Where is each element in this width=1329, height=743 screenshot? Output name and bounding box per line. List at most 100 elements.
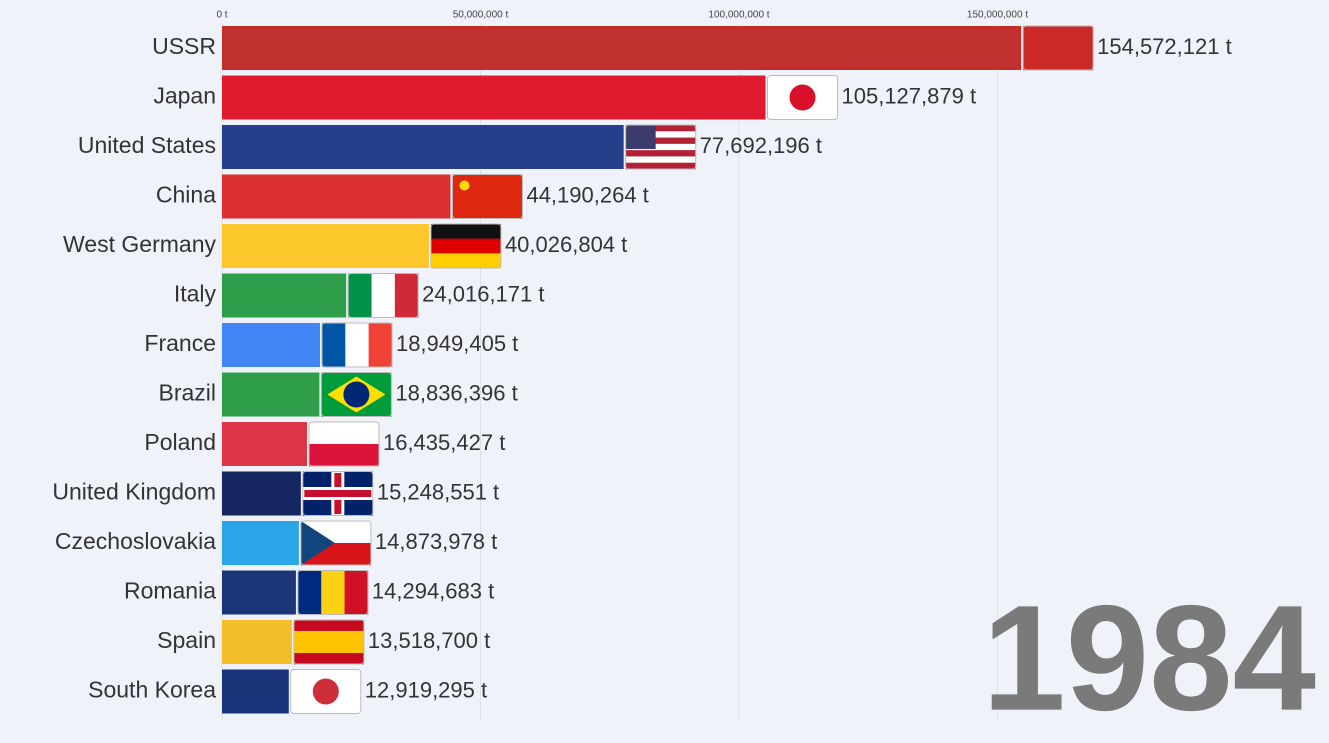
value-label: 77,692,196 t bbox=[700, 133, 822, 158]
value-label: 44,190,264 t bbox=[526, 182, 648, 207]
year-annotation: 1984 bbox=[982, 574, 1316, 742]
bar bbox=[222, 125, 624, 169]
bar bbox=[222, 174, 451, 219]
flag-frame bbox=[321, 322, 393, 368]
flag-stripe bbox=[348, 273, 372, 318]
bar bbox=[222, 26, 1022, 70]
flag-stripe bbox=[321, 323, 346, 367]
category-label: China bbox=[156, 182, 216, 208]
flag-stripe bbox=[625, 143, 696, 151]
flag bbox=[297, 570, 369, 615]
flag-stripe bbox=[345, 323, 369, 367]
flag-stripe bbox=[293, 653, 364, 665]
flag-frame bbox=[293, 619, 365, 665]
flag-star bbox=[459, 180, 470, 191]
flag-frame bbox=[297, 570, 369, 615]
category-label: France bbox=[144, 330, 216, 356]
flag-frame bbox=[300, 520, 372, 566]
bar bbox=[222, 273, 347, 318]
flag-disc bbox=[789, 84, 816, 111]
bar bbox=[222, 570, 296, 615]
bar bbox=[222, 224, 429, 268]
value-label: 40,026,804 t bbox=[505, 232, 627, 257]
flag bbox=[301, 470, 375, 517]
flag-frame bbox=[290, 669, 362, 714]
value-label: 18,949,405 t bbox=[396, 331, 518, 356]
bar bbox=[222, 323, 320, 367]
flag-stripe bbox=[371, 273, 396, 318]
flag bbox=[290, 669, 362, 714]
category-label: South Korea bbox=[88, 677, 216, 703]
flag bbox=[625, 124, 697, 170]
flag-frame bbox=[451, 174, 523, 219]
flag-stripe bbox=[625, 162, 696, 170]
bar bbox=[222, 75, 766, 120]
value-label: 105,127,879 t bbox=[842, 83, 977, 108]
bar bbox=[222, 620, 292, 664]
flag bbox=[347, 273, 419, 318]
value-label: 12,919,295 t bbox=[365, 677, 487, 702]
value-label: 14,873,978 t bbox=[375, 529, 497, 554]
value-label: 154,572,121 t bbox=[1097, 34, 1232, 59]
bar bbox=[222, 471, 301, 516]
flag-stripe bbox=[308, 444, 379, 467]
flag-stripe bbox=[344, 570, 369, 615]
flag-canton bbox=[625, 125, 656, 149]
category-label: United Kingdom bbox=[52, 479, 216, 505]
flag-triangle bbox=[300, 521, 335, 565]
category-label: West Germany bbox=[63, 231, 216, 257]
flag-frame bbox=[347, 273, 419, 318]
flag bbox=[767, 75, 839, 120]
flag-stripe bbox=[625, 137, 696, 145]
flag-frame bbox=[430, 223, 502, 269]
category-label: Romania bbox=[124, 578, 216, 604]
category-label: Brazil bbox=[158, 380, 216, 406]
flag-stripe bbox=[625, 131, 696, 138]
x-tick-label: 150,000,000 t bbox=[967, 10, 1028, 21]
flag-stripe bbox=[430, 238, 501, 254]
flag-frame bbox=[767, 75, 839, 120]
flag-stripe bbox=[293, 620, 364, 632]
x-tick-label: 100,000,000 t bbox=[708, 10, 769, 21]
category-label: Czechoslovakia bbox=[55, 528, 216, 554]
category-label: Italy bbox=[174, 281, 217, 307]
flag-frame bbox=[1022, 25, 1094, 71]
flag bbox=[293, 619, 365, 665]
flag bbox=[308, 421, 380, 467]
flag bbox=[430, 223, 502, 269]
category-label: USSR bbox=[152, 33, 216, 59]
flag-cross bbox=[301, 487, 375, 500]
category-label: Poland bbox=[144, 429, 216, 455]
flag-stripe bbox=[368, 323, 393, 367]
flag-stripe bbox=[297, 570, 322, 615]
value-label: 16,435,427 t bbox=[383, 430, 505, 455]
flag bbox=[451, 174, 523, 219]
flag-disc bbox=[343, 381, 370, 408]
category-label: Spain bbox=[157, 627, 216, 653]
flag bbox=[320, 372, 392, 417]
flag-stripe bbox=[625, 150, 696, 157]
flag-stripe bbox=[430, 253, 501, 269]
flag-stripe bbox=[321, 570, 345, 615]
value-label: 15,248,551 t bbox=[377, 479, 499, 504]
flag-frame bbox=[320, 372, 392, 417]
flag-frame bbox=[308, 421, 380, 467]
flag-stripe bbox=[625, 156, 696, 164]
x-tick-label: 0 t bbox=[216, 10, 227, 21]
category-label: Japan bbox=[153, 83, 216, 109]
flag-stripe bbox=[625, 125, 696, 132]
bar bbox=[222, 521, 299, 565]
flag-frame bbox=[302, 471, 374, 516]
bar bbox=[222, 372, 320, 417]
flag bbox=[1022, 25, 1094, 71]
value-label: 13,518,700 t bbox=[368, 628, 490, 653]
flag-frame bbox=[625, 124, 697, 170]
bar bbox=[222, 669, 289, 714]
value-label: 14,294,683 t bbox=[372, 578, 494, 603]
value-label: 18,836,396 t bbox=[395, 380, 517, 405]
flag-stripe bbox=[308, 422, 379, 445]
x-tick-label: 50,000,000 t bbox=[453, 10, 509, 21]
flag-stripe bbox=[293, 631, 364, 643]
bar bbox=[222, 422, 307, 466]
